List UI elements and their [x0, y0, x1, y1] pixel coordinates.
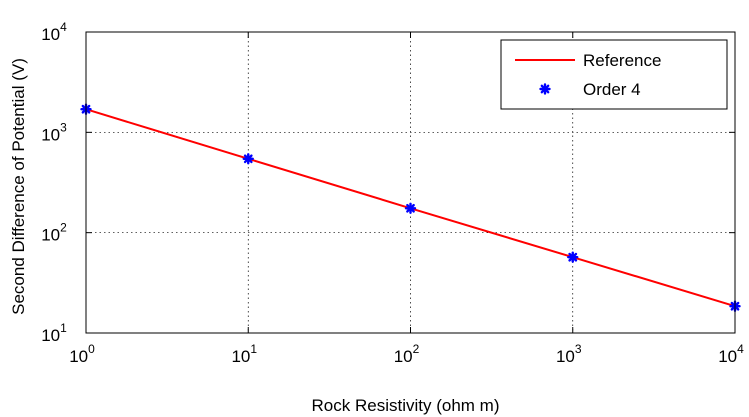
legend-label: Reference — [583, 51, 661, 70]
y-tick-label: 102 — [41, 221, 67, 245]
plot-frame — [85, 31, 736, 334]
legend: Reference Order 4 — [500, 39, 728, 110]
series-marker-order-4 — [404, 202, 417, 214]
x-tick-label: 104 — [718, 342, 744, 366]
x-tick-label: 100 — [69, 342, 95, 366]
x-tick-label: 101 — [231, 342, 257, 366]
x-tick-label: 103 — [556, 342, 582, 366]
y-tick-label: 103 — [41, 120, 67, 144]
x-axis-label: Rock Resistivity (ohm m) — [312, 396, 500, 415]
legend-entry: Reference — [515, 51, 661, 70]
x-tick-label: 102 — [394, 342, 420, 366]
y-axis-label: Second Difference of Potential (V) — [9, 58, 28, 315]
legend-marker-swatch — [539, 83, 551, 95]
legend-label: Order 4 — [583, 80, 641, 99]
legend-entry: Order 4 — [539, 80, 641, 99]
series-marker-order-4 — [242, 153, 254, 165]
y-tick-label: 101 — [41, 321, 67, 345]
legend-box — [500, 39, 728, 110]
y-tick-label: 104 — [41, 20, 67, 44]
series-marker-order-4 — [567, 251, 579, 263]
